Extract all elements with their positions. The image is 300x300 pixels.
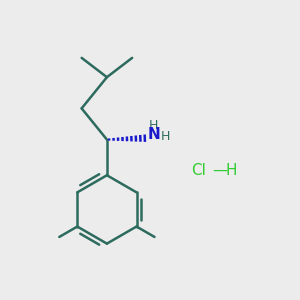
Text: Cl: Cl (192, 163, 206, 178)
Text: H: H (226, 163, 237, 178)
Text: H: H (161, 130, 170, 143)
Text: N: N (147, 127, 160, 142)
Text: H: H (149, 119, 158, 132)
Text: —: — (212, 163, 227, 178)
